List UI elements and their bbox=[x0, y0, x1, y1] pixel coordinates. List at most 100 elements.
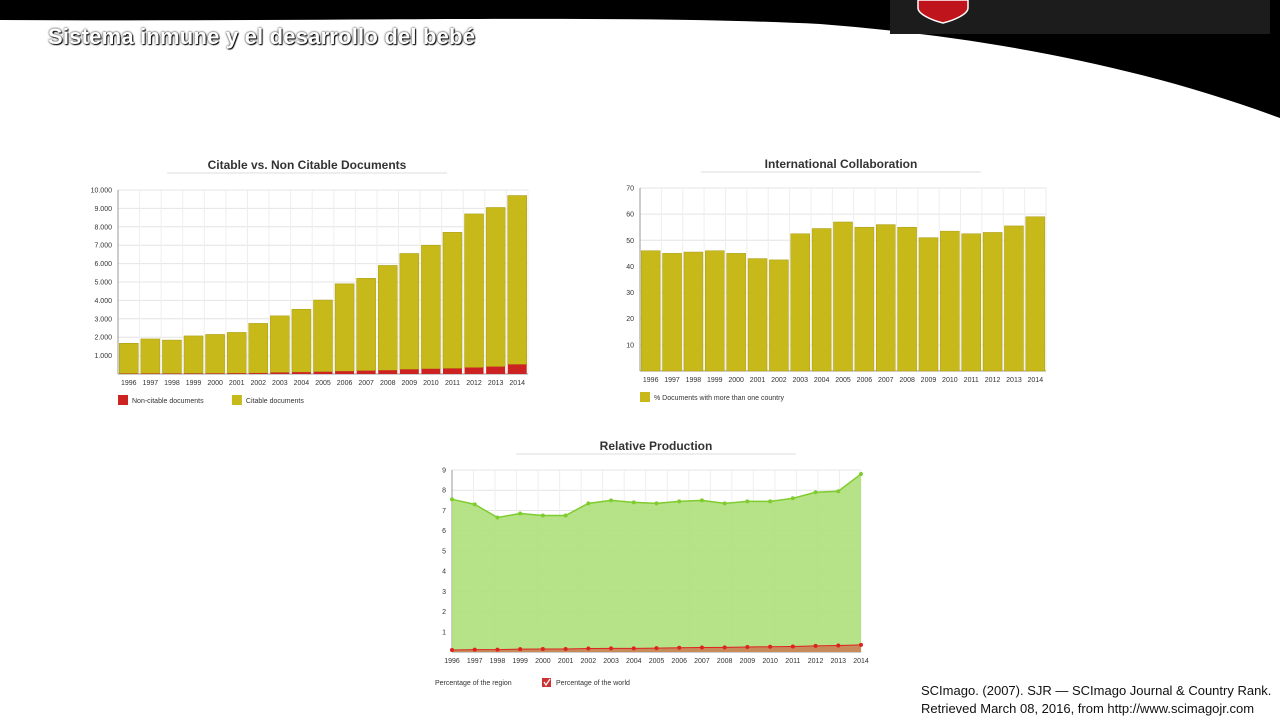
citable-xtick-label: 1999 bbox=[186, 380, 202, 387]
citable-chart-svg: Citable vs. Non Citable Documents 1.000 2.… bbox=[91, 158, 529, 405]
non-citable-bar bbox=[270, 372, 290, 374]
citable-xtick-label: 2004 bbox=[294, 380, 310, 387]
citable-bar bbox=[270, 315, 290, 373]
region-point bbox=[768, 499, 773, 504]
slide-title: Sistema inmune y el desarrollo del bebé bbox=[48, 24, 476, 49]
collab-bar bbox=[854, 226, 875, 372]
citable-bar bbox=[226, 332, 247, 374]
citable-bar bbox=[291, 308, 312, 373]
relprod-xtick-label: 1996 bbox=[444, 658, 460, 665]
collab-bar bbox=[982, 232, 1003, 372]
world-point bbox=[745, 644, 750, 649]
region-point bbox=[540, 513, 545, 518]
citation: SCImago. (2007). SJR — SCImago Journal &… bbox=[921, 682, 1271, 718]
relprod-xtick-label: 2008 bbox=[717, 658, 733, 665]
non-citable-bar bbox=[313, 371, 333, 374]
collab-bar bbox=[769, 259, 789, 372]
collab-xtick-label: 2004 bbox=[814, 377, 830, 384]
world-point bbox=[563, 646, 568, 651]
collab-bar bbox=[875, 224, 896, 372]
collab-xtick-label: 2002 bbox=[771, 377, 787, 384]
citable-bar bbox=[442, 232, 463, 369]
citable-bar bbox=[356, 278, 376, 371]
citable-chart: Citable vs. Non Citable Documents 1.000 2.… bbox=[80, 150, 550, 423]
collab-ytick-label: 20 bbox=[626, 316, 634, 323]
citable-ytick-label: 2.000 bbox=[94, 335, 112, 342]
non-citable-bar bbox=[399, 369, 419, 374]
region-area bbox=[452, 474, 861, 652]
collab-bar bbox=[940, 230, 960, 372]
region-point bbox=[563, 513, 568, 518]
collab-xtick-label: 1998 bbox=[686, 377, 702, 384]
collab-legend-label: % Documents with more than one country bbox=[654, 395, 784, 402]
collab-ytick-label: 60 bbox=[626, 212, 634, 219]
collab-bar bbox=[683, 251, 704, 372]
region-point bbox=[609, 498, 614, 503]
collab-xtick-label: 2005 bbox=[835, 377, 851, 384]
relative-production-chart-svg: Relative Production 1 2 3 4 5 6 7 8 9 1996 1997 1998… bbox=[435, 439, 869, 687]
citable-xtick-label: 2001 bbox=[229, 380, 245, 387]
collab-bar bbox=[705, 250, 725, 372]
citable-bar bbox=[507, 195, 527, 365]
collab-bar bbox=[640, 250, 661, 372]
collab-xtick-label: 1999 bbox=[707, 377, 723, 384]
collab-bar bbox=[811, 228, 832, 372]
relprod-ytick-label: 5 bbox=[442, 548, 446, 555]
relprod-xtick-label: 2004 bbox=[626, 658, 642, 665]
relprod-ytick-label: 2 bbox=[442, 609, 446, 616]
relprod-legend-label: Percentage of the region bbox=[435, 680, 512, 687]
collab-xtick-label: 2001 bbox=[750, 377, 766, 384]
collab-ytick-label: 50 bbox=[626, 238, 634, 245]
relprod-xtick-label: 1998 bbox=[490, 658, 506, 665]
non-citable-bar bbox=[205, 373, 225, 374]
world-point bbox=[699, 645, 704, 650]
relprod-xtick-label: 2005 bbox=[649, 658, 665, 665]
relprod-xtick-label: 2006 bbox=[671, 658, 687, 665]
non-citable-bar bbox=[356, 370, 376, 374]
citable-xtick-label: 2002 bbox=[250, 380, 266, 387]
collab-legend-swatch bbox=[640, 392, 650, 402]
collab-bar bbox=[961, 233, 981, 372]
region-point bbox=[813, 490, 818, 495]
collab-bar bbox=[1004, 225, 1024, 372]
world-point bbox=[790, 644, 795, 649]
shield-icon bbox=[917, 0, 969, 24]
citable-xtick-label: 2011 bbox=[445, 380, 460, 387]
relprod-xtick-label: 2013 bbox=[830, 658, 846, 665]
citable-ytick-label: 5.000 bbox=[94, 280, 112, 287]
collab-title: International Collaboration bbox=[765, 157, 918, 171]
relprod-ytick-label: 8 bbox=[442, 488, 446, 495]
citable-ytick-label: 7.000 bbox=[94, 243, 112, 250]
non-citable-bar bbox=[248, 373, 268, 374]
citable-xtick-label: 1996 bbox=[121, 380, 137, 387]
collab-ytick-label: 30 bbox=[626, 290, 634, 297]
citation-line-1: SCImago. (2007). SJR — SCImago Journal &… bbox=[921, 683, 1272, 698]
region-point bbox=[790, 496, 795, 501]
citable-xtick-label: 2003 bbox=[272, 380, 288, 387]
region-point bbox=[518, 511, 523, 516]
world-point bbox=[540, 646, 545, 651]
collab-bar bbox=[897, 226, 917, 372]
collab-bar bbox=[1025, 216, 1046, 372]
world-point bbox=[586, 646, 591, 651]
citable-xtick-label: 2013 bbox=[488, 380, 504, 387]
collab-xtick-label: 2014 bbox=[1028, 377, 1044, 384]
region-point bbox=[859, 472, 863, 477]
citable-bar bbox=[399, 253, 420, 370]
citable-ytick-label: 1.000 bbox=[94, 353, 112, 360]
citable-ytick-label: 8.000 bbox=[94, 224, 112, 231]
relprod-xtick-label: 2002 bbox=[581, 658, 597, 665]
citable-xtick-label: 1997 bbox=[143, 380, 159, 387]
citable-xtick-label: 2014 bbox=[509, 380, 525, 387]
world-point bbox=[722, 645, 727, 650]
collab-bar bbox=[833, 221, 853, 372]
citable-title: Citable vs. Non Citable Documents bbox=[208, 158, 407, 172]
citable-bar bbox=[464, 213, 484, 368]
relprod-xtick-label: 2009 bbox=[740, 658, 756, 665]
non-citable-bar bbox=[378, 370, 398, 374]
relative-production-chart: Relative Production 1 2 3 4 5 6 7 8 9 1996 1997 1998… bbox=[420, 432, 890, 705]
relprod-xtick-label: 2007 bbox=[694, 658, 710, 665]
relprod-legend-swatch bbox=[542, 678, 551, 687]
relprod-ytick-label: 1 bbox=[442, 629, 446, 636]
relprod-ytick-label: 4 bbox=[442, 569, 446, 576]
